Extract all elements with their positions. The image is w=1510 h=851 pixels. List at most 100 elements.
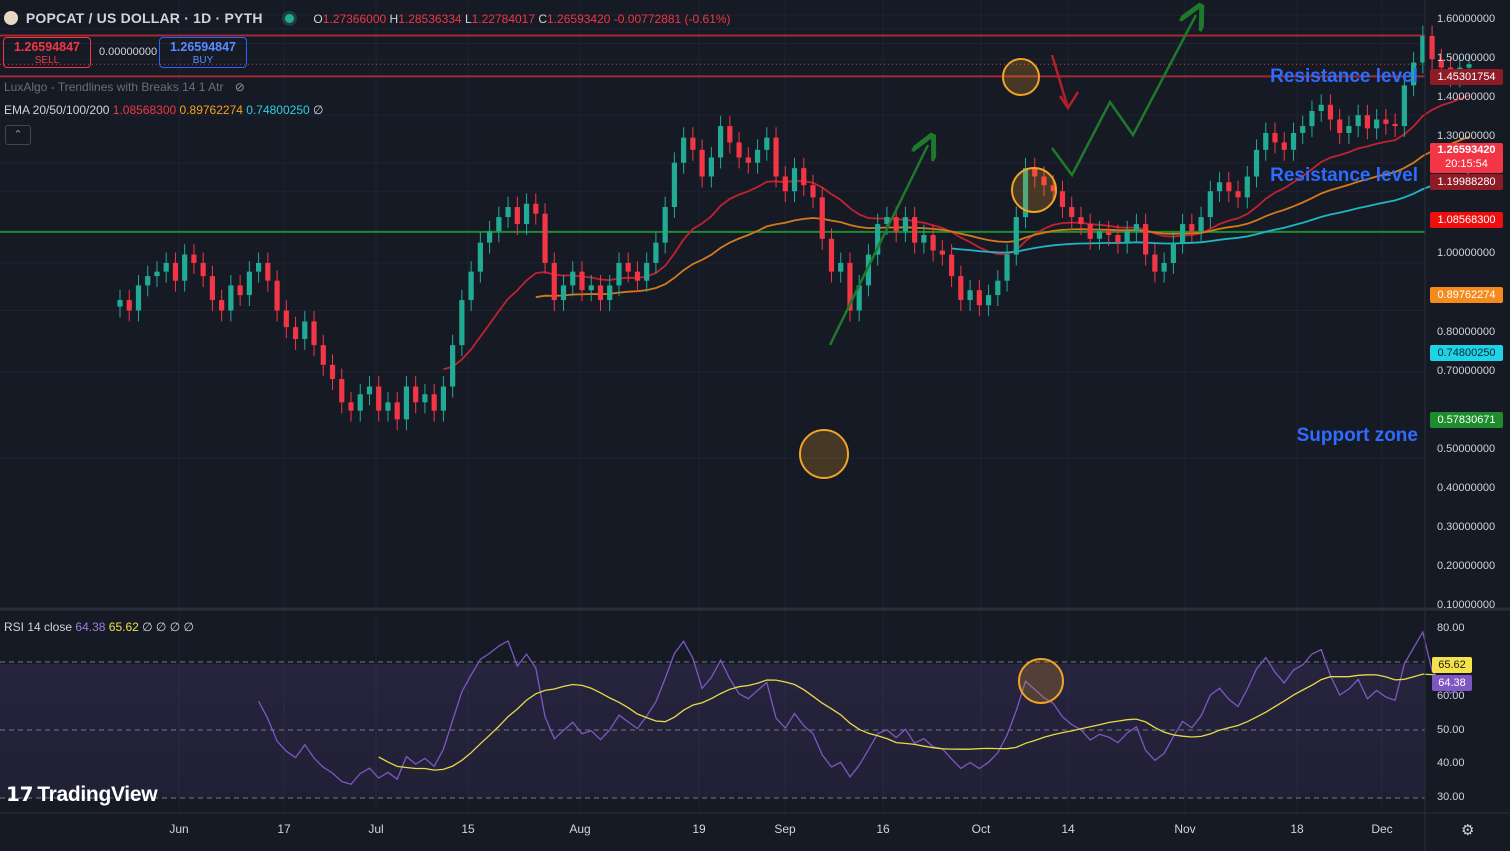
candle-body xyxy=(200,262,206,277)
candle-body xyxy=(496,217,502,232)
price-tag-ema50: 0.89762274 xyxy=(1430,287,1503,303)
candle-body xyxy=(403,386,410,420)
candle-body xyxy=(1059,191,1066,208)
candle-body xyxy=(477,242,483,272)
candle-body xyxy=(625,262,631,272)
candle-body xyxy=(256,262,262,272)
highlight-circle xyxy=(799,429,849,479)
time-tick: Aug xyxy=(569,822,591,836)
price-tick: 0.10000000 xyxy=(1437,599,1496,611)
candle-body xyxy=(1327,104,1334,120)
candle-body xyxy=(681,137,687,163)
candle-body xyxy=(219,300,225,311)
tradingview-watermark: 𝟭𝟳 TradingView xyxy=(6,783,158,806)
price-tag-resistance-lower: 1.19988280 xyxy=(1430,174,1503,190)
collapse-indicators-button[interactable]: ⌃ xyxy=(5,125,31,145)
candle-body xyxy=(311,321,317,346)
price-tick: 0.40000000 xyxy=(1437,482,1496,494)
candle-body xyxy=(1355,115,1361,127)
buy-button[interactable]: 1.26594847 BUY xyxy=(159,37,247,68)
candle-body xyxy=(1272,132,1278,143)
candle-body xyxy=(357,394,363,411)
indicator-rsi[interactable]: RSI 14 close 64.38 65.62 ∅ ∅ ∅ ∅ xyxy=(4,620,194,634)
candle-body xyxy=(958,276,964,301)
candle-body xyxy=(1207,191,1213,218)
candle-body xyxy=(736,142,742,158)
candle-body xyxy=(1392,123,1398,127)
candle-body xyxy=(662,207,668,243)
candle-body xyxy=(440,386,446,411)
candle-body xyxy=(487,231,493,243)
price-tag-last: 1.26593420 20:15:54 xyxy=(1430,143,1503,173)
chart-header: POPCAT / US DOLLAR · 1D · PYTH O1.273660… xyxy=(0,0,1425,40)
time-tick: 19 xyxy=(692,822,706,836)
candle-body xyxy=(172,262,179,281)
candle-body xyxy=(847,262,853,311)
candle-body xyxy=(385,402,391,411)
rsi-tick: 80.00 xyxy=(1437,622,1465,634)
candle-body xyxy=(1096,231,1103,239)
time-tick: 15 xyxy=(461,822,475,836)
candle-body xyxy=(976,290,982,306)
indicator-ema[interactable]: EMA 20/50/100/200 1.08568300 0.89762274 … xyxy=(4,103,324,117)
candle-body xyxy=(329,364,336,380)
sell-button[interactable]: 1.26594847 SELL xyxy=(3,37,91,68)
candle-body xyxy=(542,213,548,263)
highlight-circle xyxy=(1018,658,1064,704)
symbol-title[interactable]: POPCAT / US DOLLAR · 1D · PYTH xyxy=(25,10,263,26)
indicator-luxalgo[interactable]: LuxAlgo - Trendlines with Breaks 14 1 At… xyxy=(4,80,245,94)
candle-body xyxy=(1087,224,1093,239)
candle-body xyxy=(902,217,908,232)
price-tag-ema100: 0.74800250 xyxy=(1430,345,1503,361)
candle-body xyxy=(967,290,973,301)
candle-body xyxy=(1364,115,1370,129)
candle-body xyxy=(1253,149,1260,177)
candle-body xyxy=(394,402,400,420)
candle-body xyxy=(1198,217,1204,232)
candle-body xyxy=(191,254,197,263)
candle-body xyxy=(182,254,188,281)
candle-body xyxy=(1189,224,1195,232)
candle-body xyxy=(533,203,539,214)
rsi-tick: 40.00 xyxy=(1437,757,1465,769)
market-status-icon[interactable] xyxy=(284,14,294,23)
price-tick: 0.30000000 xyxy=(1437,521,1496,533)
candle-body xyxy=(320,345,326,365)
candle-body xyxy=(1411,62,1417,86)
price-tag-resistance-upper: 1.45301754 xyxy=(1430,69,1503,85)
candle-body xyxy=(376,386,382,411)
candle-body xyxy=(939,250,945,255)
candle-body xyxy=(1263,132,1269,150)
candle-body xyxy=(579,271,585,291)
price-tick: 0.20000000 xyxy=(1437,560,1496,572)
candle-body xyxy=(1170,242,1176,263)
candle-body xyxy=(884,217,890,225)
annotation-support: Support zone xyxy=(1296,425,1418,446)
candle-body xyxy=(616,262,622,286)
candle-body xyxy=(1022,168,1029,218)
candle-body xyxy=(292,327,299,339)
candle-body xyxy=(1346,126,1352,133)
candle-body xyxy=(237,285,243,296)
price-tick: 1.40000000 xyxy=(1437,91,1496,103)
coin-logo-icon xyxy=(4,11,18,25)
candle-body xyxy=(163,262,169,272)
drawings xyxy=(799,15,1196,704)
candle-body xyxy=(699,149,705,177)
candle-body xyxy=(1420,35,1426,63)
candle-body xyxy=(1235,191,1241,198)
price-tick: 1.00000000 xyxy=(1437,247,1496,259)
candle-body xyxy=(348,402,354,411)
candle-body xyxy=(302,321,308,339)
candle-body xyxy=(745,157,751,163)
candle-body xyxy=(1115,235,1121,243)
trend-arrow-up xyxy=(828,145,928,346)
settings-gear-icon[interactable]: ⚙ xyxy=(1461,822,1475,839)
candle-body xyxy=(560,285,567,301)
hidden-eye-icon[interactable]: ⊘ xyxy=(234,80,245,94)
candle-body xyxy=(995,280,1001,296)
candle-body xyxy=(431,394,437,411)
candle-body xyxy=(145,276,151,286)
time-tick: Sep xyxy=(774,822,796,836)
